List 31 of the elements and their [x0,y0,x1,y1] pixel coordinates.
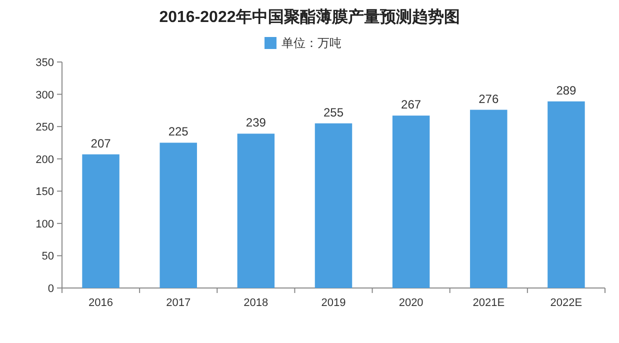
x-tick-label: 2022E [550,297,582,309]
x-tick-label: 2016 [88,297,114,309]
data-label: 267 [401,98,422,112]
y-tick-label: 50 [42,250,54,263]
data-label: 276 [478,92,499,106]
bar [548,101,585,288]
x-tick-label: 2018 [244,297,268,309]
bar [160,142,197,288]
y-tick-label: 200 [36,154,54,166]
x-tick-label: 2017 [166,297,191,309]
x-tick-label: 2021E [472,297,505,309]
y-tick-label: 150 [36,186,54,198]
y-tick-label: 100 [36,218,54,230]
bar [82,154,120,288]
data-label: 225 [168,124,189,139]
legend-label: 单位：万吨 [282,36,342,50]
data-label: 255 [323,105,344,120]
bar [237,134,275,288]
bar [392,116,430,288]
y-tick-label: 300 [36,89,54,102]
bar [470,110,508,288]
y-tick-label: 350 [36,57,54,69]
y-tick-label: 250 [36,122,54,134]
data-label: 239 [246,116,266,130]
chart-title: 2016-2022年中国聚酯薄膜产量预测趋势图 [159,8,460,26]
bar [314,123,352,288]
data-label: 289 [556,83,577,98]
y-tick-label: 0 [48,283,54,295]
x-tick-label: 2020 [398,297,424,309]
data-label: 207 [90,136,112,150]
x-tick-label: 2019 [321,297,346,309]
